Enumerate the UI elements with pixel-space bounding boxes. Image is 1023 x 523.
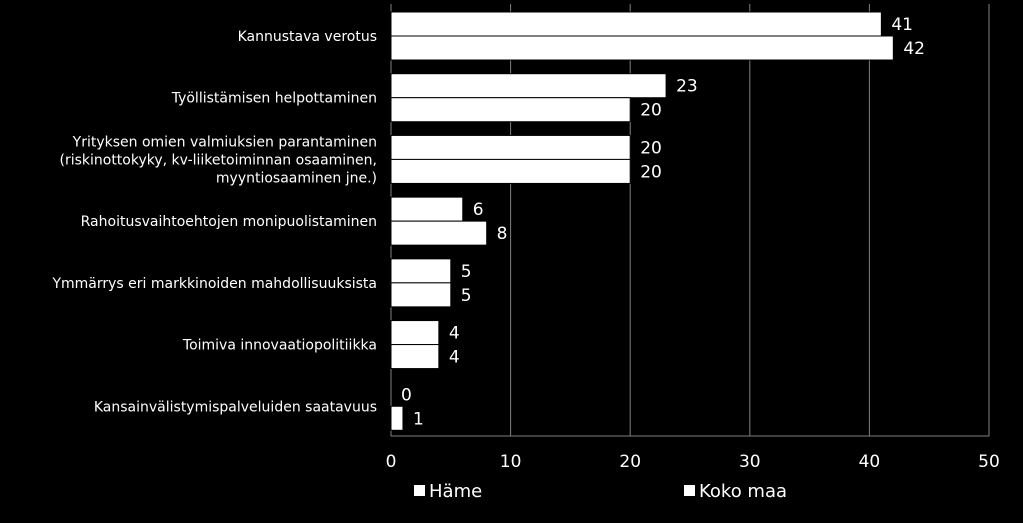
category-label: (riskinottokyky, kv-liiketoiminnan osaam… [59, 152, 377, 168]
data-label: 20 [640, 162, 662, 182]
category-label: Yrityksen omien valmiuksien parantaminen [72, 134, 377, 150]
legend-swatch [684, 485, 695, 496]
bar-hame [390, 258, 452, 284]
data-label: 5 [461, 262, 472, 282]
data-label: 8 [497, 224, 508, 244]
x-tick-label: 20 [619, 452, 641, 472]
category-label: myyntiosaaminen jne.) [216, 170, 377, 186]
data-label: 23 [676, 77, 698, 97]
x-tick-label: 10 [500, 452, 522, 472]
legend-label: Koko maa [699, 481, 787, 502]
category-label: Rahoitusvaihtoehtojen monipuolistaminen [81, 214, 377, 230]
bar-hame [390, 11, 882, 37]
x-tick-label: 0 [386, 452, 397, 472]
x-axis-ticks: 0 10 20 30 40 50 [386, 452, 1000, 472]
category-label: Ymmärrys eri markkinoiden mahdollisuuksi… [51, 276, 377, 292]
data-label: 5 [461, 286, 472, 306]
data-label: 0 [401, 385, 412, 405]
legend-label: Häme [429, 481, 482, 502]
data-label: 41 [891, 15, 913, 35]
category-label: Kannustava verotus [238, 29, 377, 45]
data-label: 6 [473, 200, 484, 220]
bars [390, 11, 894, 431]
data-label: 1 [413, 409, 424, 429]
bar-hame [390, 196, 464, 222]
bar-koko-maa [390, 344, 440, 370]
category-label: Työllistämisen helpottaminen [171, 91, 377, 107]
data-label: 42 [903, 39, 925, 59]
bar-koko-maa [390, 405, 404, 431]
data-label: 4 [449, 324, 460, 344]
category-label: Kansainvälistymispalveluiden saatavuus [94, 399, 377, 415]
x-tick-label: 40 [859, 452, 881, 472]
data-label: 4 [449, 348, 460, 368]
bar-koko-maa [390, 35, 894, 61]
legend-swatch [414, 485, 425, 496]
bar-koko-maa [390, 282, 452, 308]
x-tick-label: 30 [739, 452, 761, 472]
category-label: Toimiva innovaatiopolitiikka [182, 338, 377, 354]
legend: Häme Koko maa [414, 481, 787, 502]
bar-koko-maa [390, 220, 488, 246]
data-label: 20 [640, 101, 662, 121]
bar-hame [390, 320, 440, 346]
data-label: 20 [640, 138, 662, 158]
x-tick-label: 50 [978, 452, 1000, 472]
category-labels: Kannustava verotus Työllistämisen helpott… [51, 29, 377, 415]
bar-hame [390, 73, 667, 99]
bar-hame [390, 134, 631, 160]
bar-koko-maa [390, 158, 631, 184]
bar-koko-maa [390, 97, 631, 123]
